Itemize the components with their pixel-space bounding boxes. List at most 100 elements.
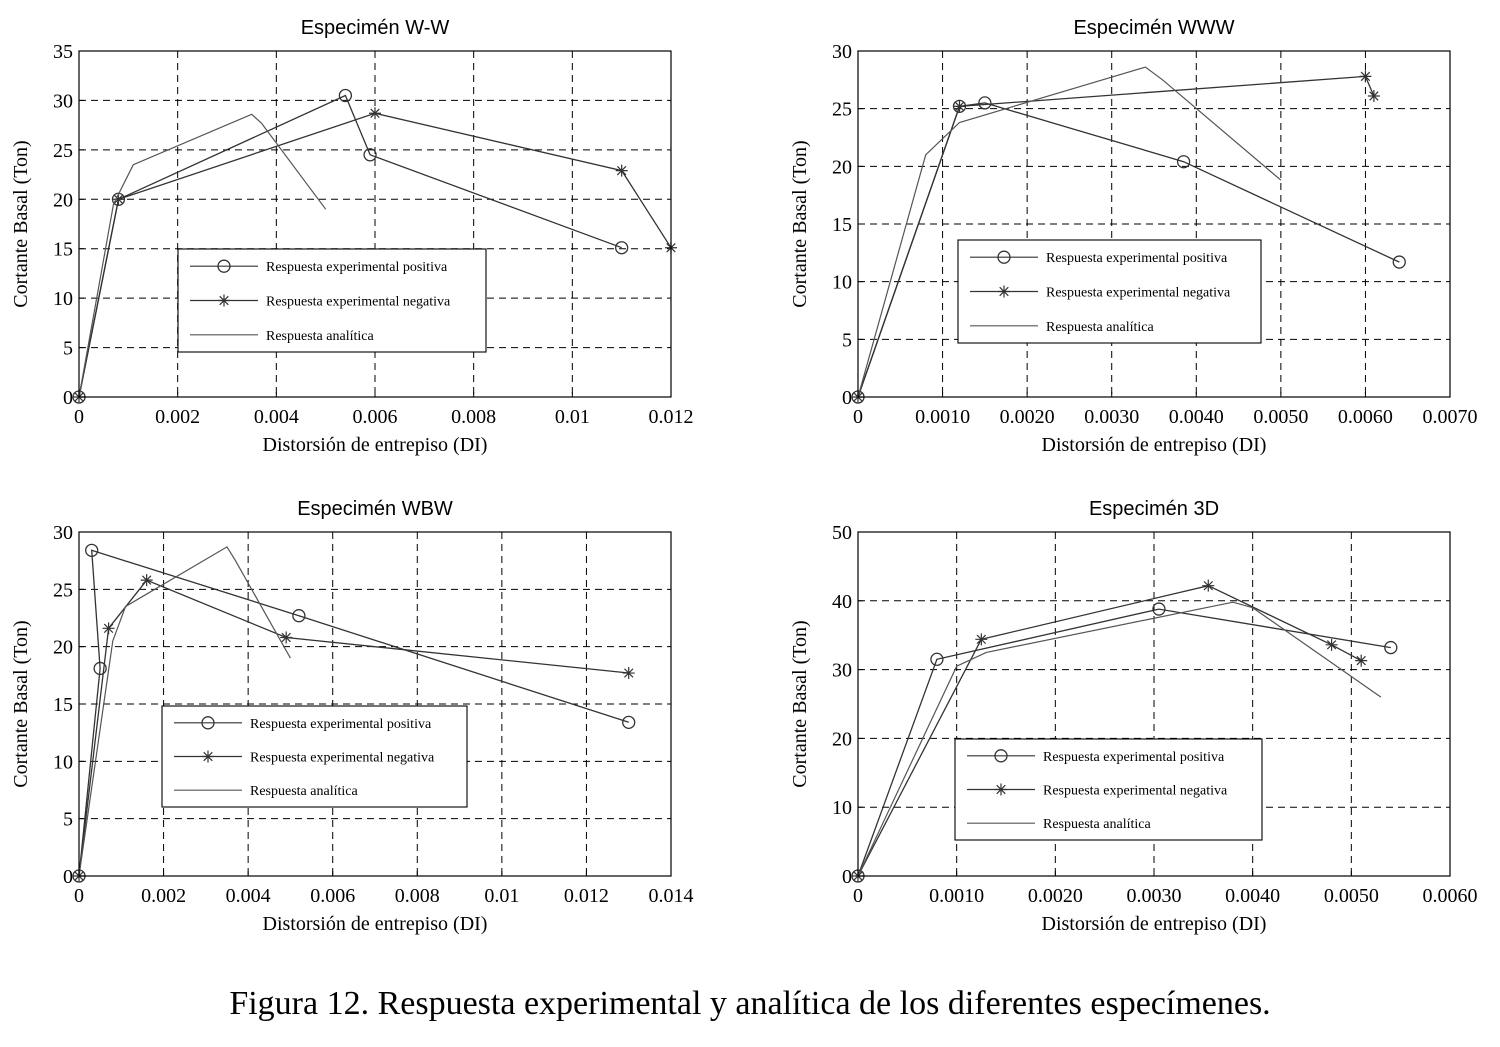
legend-label: Respuesta analítica [266,329,374,344]
x-tick-label: 0.0030 [1127,885,1182,907]
series-line-analytic [857,601,1382,877]
legend-label: Respuesta experimental negativa [1043,784,1228,799]
x-tick-label: 0.0070 [1423,406,1478,428]
legend-entry-negative: Respuesta experimental negativa [190,294,451,310]
marker-circle-4 [615,241,629,255]
y-axis-label: Cortante Basal (Ton) [789,620,811,787]
legend-label: Respuesta experimental negativa [1046,286,1231,301]
marker-circle-3 [1176,155,1191,169]
chart-panel-1: 0 0.002 0.004 0.006 0.008 0.01 0.012 0 5 10 15 20 25… [10,17,694,456]
chart-title: Especimén WWW [1073,17,1234,39]
y-tick-label: 10 [53,751,73,773]
marker-circle-1 [930,652,944,666]
y-tick-label: 20 [832,728,852,750]
legend: Respuesta experimental positiva Respuesta… [957,239,1262,344]
marker-star-2 [1359,70,1372,83]
x-tick-label: 0.008 [451,406,496,428]
x-tick-label: 0.0060 [1423,885,1478,907]
x-tick-label: 0.008 [395,885,440,907]
y-tick-label: 25 [53,579,73,601]
y-tick-label: 20 [53,189,73,211]
x-tick-label: 0.0040 [1225,885,1280,907]
marker-star-0 [202,750,214,763]
x-tick-label: 0 [74,885,84,907]
y-tick-label: 25 [832,99,852,121]
marker-star-3 [1367,89,1380,102]
marker-circle-0 [997,250,1011,264]
legend-label: Respuesta experimental positiva [1043,750,1225,765]
legend-entry-analytic: Respuesta analítica [190,329,374,344]
x-tick-label: 0.0020 [1028,885,1083,907]
chart-title: Especimén W-W [301,17,450,39]
y-tick-label: 5 [842,329,852,351]
legend-label: Respuesta experimental negativa [266,295,451,310]
y-tick-label: 30 [53,522,73,544]
chart-title: Especimén WBW [297,498,453,520]
x-tick-label: 0.0040 [1169,406,1224,428]
marker-circle-4 [1392,255,1406,269]
x-axis-label: Distorsión de entrepiso (DI) [1042,434,1267,456]
x-tick-label: 0 [853,885,863,907]
y-tick-label: 40 [832,591,852,613]
y-tick-label: 25 [53,140,73,162]
marker-circle-3 [1384,640,1398,655]
chart-title: Especimén 3D [1089,498,1219,520]
y-tick-label: 20 [832,156,852,178]
marker-star-1 [102,622,115,635]
legend-entry-negative: Respuesta experimental negativa [174,750,435,766]
series-line-positive [78,549,629,877]
x-tick-label: 0.0010 [929,885,984,907]
x-tick-label: 0.0050 [1253,406,1308,428]
marker-circle-0 [994,749,1008,763]
y-tick-label: 15 [832,214,852,236]
marker-star-4 [1355,654,1368,667]
x-axis-label: Distorsión de entrepiso (DI) [263,434,488,456]
marker-circle-2 [338,88,353,103]
chart-panel-2: 0 0.0010 0.0020 0.0030 0.0040 0.0050 0.0060 0.0… [789,17,1478,456]
marker-circle-2 [1152,602,1166,616]
series-line-positive [857,608,1391,877]
x-tick-label: 0.01 [555,406,590,428]
x-tick-label: 0.0050 [1324,885,1379,907]
marker-circle-3 [363,148,377,162]
y-tick-label: 20 [53,637,73,659]
y-axis-label: Cortante Basal (Ton) [789,140,811,307]
marker-star-0 [995,783,1007,796]
legend-label: Respuesta experimental positiva [1046,251,1228,266]
legend-entry-positive: Respuesta experimental positiva [970,250,1228,266]
marker-star-3 [280,631,293,644]
series-line-negative [857,75,1375,398]
marker-circle-4 [622,715,636,729]
legend-entry-positive: Respuesta experimental positiva [174,716,432,732]
y-tick-label: 15 [53,694,73,716]
marker-star-2 [140,574,153,587]
legend-entry-negative: Respuesta experimental negativa [970,285,1231,301]
figure-caption: Figura 12. Respuesta experimental y anal… [229,985,1271,1022]
y-tick-label: 0 [63,387,73,409]
legend-entry-analytic: Respuesta analítica [174,784,358,799]
chart-panel-4: 0 0.0010 0.0020 0.0030 0.0040 0.0050 0.0060 0 10… [789,498,1478,935]
x-tick-label: 0.006 [310,885,355,907]
x-tick-label: 0.012 [564,885,609,907]
legend-label: Respuesta analítica [1043,817,1151,832]
y-tick-label: 5 [63,809,73,831]
y-tick-label: 0 [842,387,852,409]
x-axis-label: Distorsión de entrepiso (DI) [1042,913,1267,935]
marker-circle-2 [85,543,99,557]
y-tick-label: 0 [842,866,852,888]
legend: Respuesta experimental positiva Respuesta… [177,248,487,353]
y-tick-label: 50 [832,522,852,544]
y-tick-label: 30 [832,660,852,682]
legend-label: Respuesta experimental positiva [266,260,448,275]
x-tick-label: 0.006 [353,406,398,428]
marker-circle-0 [201,716,215,730]
marker-star-2 [1202,579,1215,592]
x-tick-label: 0.004 [254,406,299,428]
legend: Respuesta experimental positiva Respuesta… [954,738,1263,841]
marker-star-3 [1325,638,1338,651]
x-tick-label: 0.0030 [1084,406,1139,428]
marker-circle-0 [217,259,231,273]
marker-star-4 [622,667,635,680]
legend-entry-negative: Respuesta experimental negativa [967,783,1228,799]
